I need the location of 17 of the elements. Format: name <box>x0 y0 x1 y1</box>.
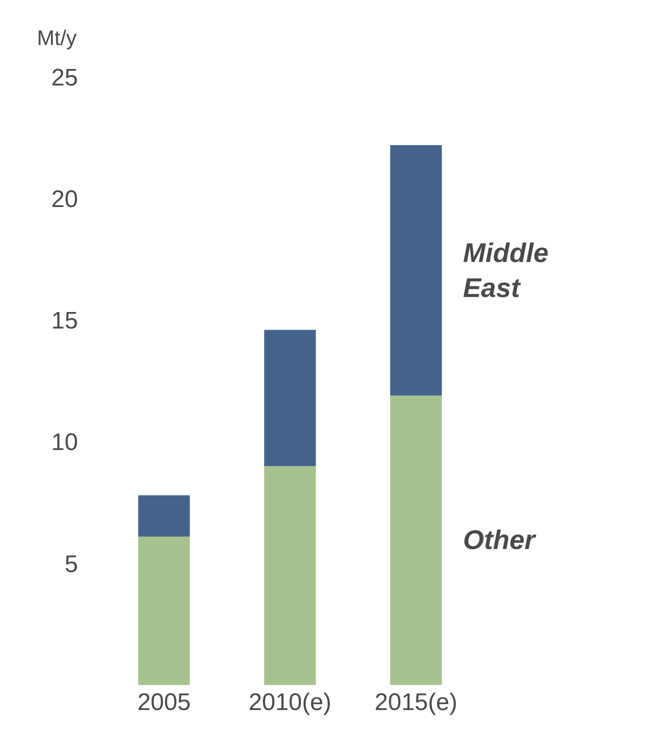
y-tick-label: 15 <box>51 308 78 335</box>
x-tick-label: 2005 <box>137 689 191 716</box>
bar <box>138 495 190 537</box>
y-tick-label: 5 <box>64 550 78 578</box>
y-axis-title: Mt/y <box>37 27 78 50</box>
bar <box>390 396 442 685</box>
x-tick-label: 2015(e) <box>374 689 458 716</box>
y-tick-label: 25 <box>51 64 78 92</box>
bar <box>138 536 190 685</box>
series-label: Other <box>463 525 536 555</box>
bar <box>264 466 316 685</box>
bar <box>390 145 442 396</box>
bar <box>264 330 316 466</box>
y-tick-label: 10 <box>51 429 78 456</box>
series-label: Middle East <box>463 238 548 304</box>
y-tick-label: 20 <box>51 186 78 213</box>
x-tick-label: 2010(e) <box>248 689 332 716</box>
